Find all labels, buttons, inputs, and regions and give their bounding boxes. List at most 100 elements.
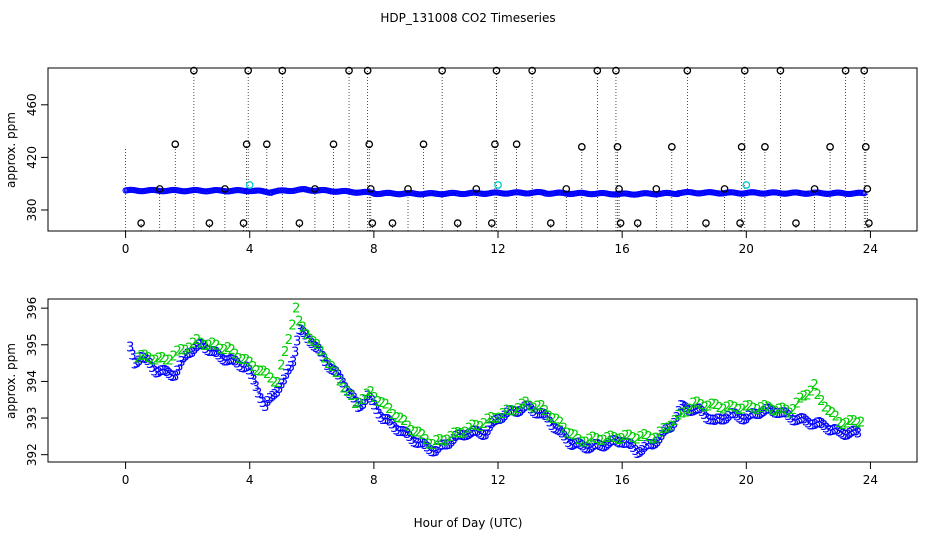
series-3-point: 3 [709, 414, 717, 429]
series-3-point: 3 [212, 346, 220, 361]
top-x-tick-label: 4 [246, 242, 254, 256]
series-3-point: 3 [681, 401, 689, 416]
outlier-point [546, 219, 555, 227]
series-3-point: 3 [649, 439, 657, 454]
series-3-point: 3 [744, 410, 752, 425]
series-3-point: 3 [629, 441, 637, 456]
series-3-point: 3 [603, 439, 611, 454]
series-3-point: 3 [458, 429, 466, 444]
outlier-point [612, 66, 620, 75]
series-3-point: 3 [150, 364, 158, 379]
outlier-point [613, 143, 622, 151]
series-3-point: 3 [496, 413, 504, 428]
series-3-point: 3 [146, 357, 154, 372]
top-x-tick-label: 16 [615, 242, 630, 256]
series-3-point: 3 [217, 351, 225, 366]
series-3-point: 3 [655, 432, 663, 447]
series-3-point: 3 [421, 438, 429, 453]
series-2-point: 2 [432, 434, 440, 449]
series-3-point: 3 [568, 439, 576, 454]
series-3-point: 3 [408, 433, 416, 448]
series-2-point: 2 [162, 353, 170, 368]
series-3-point: 3 [321, 355, 329, 370]
series-2-point: 2 [793, 397, 801, 412]
series-3-point: 3 [231, 355, 239, 370]
series-2-point: 2 [782, 403, 790, 418]
series-2-point: 2 [648, 432, 656, 447]
outlier-point [683, 66, 692, 75]
series-3-point: 3 [516, 405, 524, 420]
series-2-point: 2 [704, 400, 712, 415]
series-2-point: 2 [592, 432, 600, 447]
series-3-point: 3 [523, 399, 531, 414]
series-2-point: 2 [507, 404, 515, 419]
series-3-point: 3 [839, 428, 847, 443]
series-3-point: 3 [348, 389, 356, 404]
outlier-point [278, 66, 287, 75]
series-3-point: 3 [381, 413, 389, 428]
series-2-point: 2 [158, 351, 166, 366]
series-3-point: 3 [438, 439, 446, 454]
series-3-point: 3 [594, 438, 602, 453]
series-3-point: 3 [829, 424, 837, 439]
series-3-point: 3 [366, 391, 374, 406]
outlier-point [205, 219, 214, 227]
series-2-point: 2 [779, 401, 787, 416]
series-2-point: 2 [249, 360, 257, 375]
series-2-point: 2 [461, 426, 469, 441]
series-2-point: 2 [821, 401, 829, 416]
series-3-point: 3 [479, 429, 487, 444]
series-3-point: 3 [430, 446, 438, 461]
series-2-point: 2 [389, 408, 397, 423]
bottom-y-tick-label: 396 [25, 297, 39, 320]
series-3-point: 3 [683, 403, 691, 418]
series-3-point: 3 [636, 446, 644, 461]
series-3-point: 3 [811, 418, 819, 433]
series-3-point: 3 [456, 429, 464, 444]
series-2-point: 2 [686, 402, 694, 417]
series-3-point: 3 [758, 406, 766, 421]
series-3-point: 3 [841, 429, 849, 444]
series-3-point: 3 [575, 437, 583, 452]
series-2-point: 2 [204, 338, 212, 353]
series-3-point: 3 [219, 353, 227, 368]
series-2-point: 2 [560, 422, 568, 437]
series-3-point: 3 [304, 332, 312, 347]
series-2-point: 2 [807, 384, 815, 399]
series-3-point: 3 [518, 403, 526, 418]
outlier-point [528, 66, 537, 75]
series-2-point: 2 [846, 414, 854, 429]
series-3-point: 3 [647, 438, 655, 453]
x-axis-label: Hour of Day (UTC) [414, 516, 523, 530]
series-3-point: 3 [771, 406, 779, 421]
series-3-point: 3 [607, 435, 615, 450]
outlier-point [295, 219, 304, 227]
series-3-point: 3 [397, 425, 405, 440]
series-3-point: 3 [762, 403, 770, 418]
outlier-point [404, 185, 412, 193]
series-3-point: 3 [625, 437, 633, 452]
outlier-point [865, 219, 873, 227]
series-3-point: 3 [742, 412, 750, 427]
outlier-point [221, 185, 229, 193]
series-3-point: 3 [401, 425, 409, 440]
series-3-point: 3 [137, 351, 145, 366]
series-2-point: 2 [320, 352, 328, 367]
series-3-point: 3 [716, 413, 724, 428]
series-3-point: 3 [501, 409, 509, 424]
series-2-point: 2 [440, 434, 448, 449]
series-3-point: 3 [443, 439, 451, 454]
outlier-point [171, 140, 180, 149]
series-2-point: 2 [775, 403, 783, 418]
series-3-point: 3 [694, 403, 702, 418]
series-3-point: 3 [800, 413, 808, 428]
series-2-point: 2 [663, 421, 671, 436]
series-3-point: 3 [822, 422, 830, 437]
series-3-point: 3 [392, 424, 400, 439]
series-2-point: 2 [253, 364, 261, 379]
series-3-point: 3 [815, 416, 823, 431]
series-2-point: 2 [270, 375, 278, 390]
series-3-point: 3 [598, 440, 606, 455]
series-2-point: 2 [537, 399, 545, 414]
series-3-point: 3 [587, 442, 595, 457]
